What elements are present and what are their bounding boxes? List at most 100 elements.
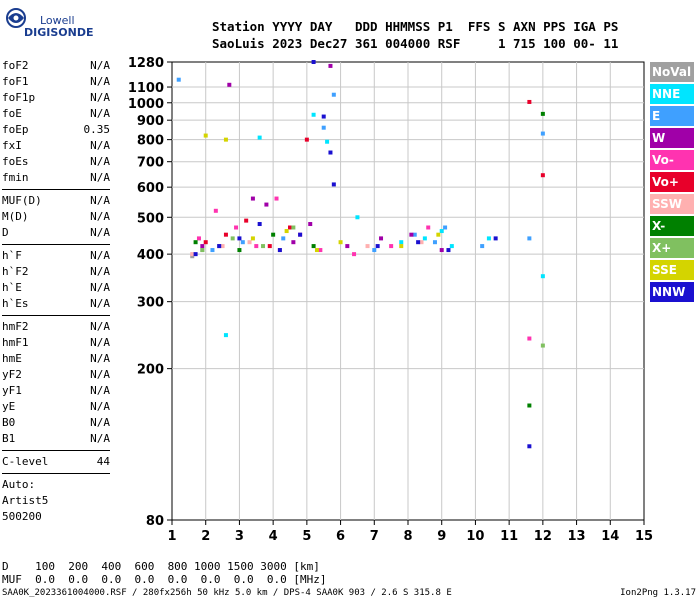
data-point xyxy=(304,137,309,142)
x-tick-label: 5 xyxy=(302,529,311,544)
param-separator xyxy=(2,450,110,451)
data-point xyxy=(223,232,228,237)
param-value: N/A xyxy=(90,400,110,413)
data-point xyxy=(281,236,286,241)
x-tick-label: 2 xyxy=(201,529,210,544)
param-row: foEp 0.35 xyxy=(2,122,112,138)
data-point xyxy=(237,236,242,241)
y-tick-label: 600 xyxy=(137,181,164,196)
data-point xyxy=(288,225,292,230)
param-value: N/A xyxy=(90,155,110,168)
data-point xyxy=(240,240,245,245)
param-row: foF1p N/A xyxy=(2,90,112,106)
param-name: foF1 xyxy=(2,75,29,88)
data-point xyxy=(527,236,532,241)
data-point xyxy=(439,248,444,253)
param-value: 44 xyxy=(96,455,110,468)
header-labels: Station YYYY DAY DDD HHMMSS P1 FFS S AXN… xyxy=(212,19,619,34)
data-point xyxy=(540,274,545,279)
data-point xyxy=(527,444,532,449)
data-point xyxy=(193,240,198,245)
data-point xyxy=(311,112,316,117)
param-name: foEp xyxy=(2,123,29,136)
param-value: N/A xyxy=(90,139,110,152)
data-point xyxy=(540,131,545,136)
data-point xyxy=(365,244,370,249)
data-point xyxy=(230,236,235,241)
data-point xyxy=(412,232,417,237)
param-name: h`F2 xyxy=(2,265,29,278)
data-point xyxy=(264,202,269,207)
param-row: foE N/A xyxy=(2,106,112,122)
logo-text-digisonde: DIGISONDE xyxy=(24,26,94,39)
muf-distance-table: D 100 200 400 600 800 1000 1500 3000 [km… xyxy=(2,560,327,586)
param-value: N/A xyxy=(90,249,110,262)
data-point xyxy=(223,333,228,338)
version-label: Ion2Png 1.3.17 xyxy=(620,588,696,598)
data-point xyxy=(223,137,228,142)
legend-item-nne: NNE xyxy=(650,84,694,104)
param-name: D xyxy=(2,226,9,239)
param-row: hmE N/A xyxy=(2,351,112,367)
param-name: hmF2 xyxy=(2,320,29,333)
param-value: N/A xyxy=(90,320,110,333)
param-row: h`F N/A xyxy=(2,248,112,264)
data-point xyxy=(325,139,330,144)
data-point xyxy=(176,77,181,82)
param-value: N/A xyxy=(90,297,110,310)
data-point xyxy=(237,248,242,253)
data-point xyxy=(321,114,326,119)
data-point xyxy=(190,252,195,257)
x-tick-label: 3 xyxy=(235,529,244,544)
y-tick-label: 800 xyxy=(137,134,164,149)
data-point xyxy=(257,135,262,140)
data-point xyxy=(527,403,532,408)
y-tick-label: 900 xyxy=(137,114,164,129)
param-row: foF2 N/A xyxy=(2,58,112,74)
data-point xyxy=(436,232,441,237)
file-info-footer: SAA0K_2023361004000.RSF / 280fx256h 50 k… xyxy=(2,588,452,598)
data-point xyxy=(416,240,421,245)
param-row: MUF(D) N/A xyxy=(2,193,112,209)
polarization-legend: NoVal NNE E W Vo- Vo+ SSW X- X+ SSE NNW xyxy=(650,62,694,304)
x-tick-label: 7 xyxy=(370,529,379,544)
data-point xyxy=(527,336,532,341)
data-point xyxy=(210,248,215,253)
data-point xyxy=(540,343,545,348)
param-name: B0 xyxy=(2,416,16,429)
param-row: foEs N/A xyxy=(2,154,112,170)
param-name: yE xyxy=(2,400,16,413)
param-name: foF2 xyxy=(2,59,29,72)
data-point xyxy=(439,229,444,234)
data-point xyxy=(284,229,289,234)
data-point xyxy=(338,240,343,245)
param-value: N/A xyxy=(90,265,110,278)
x-tick-label: 15 xyxy=(635,529,653,544)
legend-item-x-: X- xyxy=(650,216,694,236)
data-point xyxy=(345,244,350,249)
param-name: MUF(D) xyxy=(2,194,42,207)
legend-item-e: E xyxy=(650,106,694,126)
param-name: foF1p xyxy=(2,91,36,104)
data-point xyxy=(291,240,296,245)
distance-row: D 100 200 400 600 800 1000 1500 3000 [km… xyxy=(2,560,320,573)
legend-item-vo-: Vo- xyxy=(650,150,694,170)
data-point xyxy=(250,196,255,201)
data-point xyxy=(314,248,319,253)
legend-item-nnw: NNW xyxy=(650,282,694,302)
data-point xyxy=(375,244,380,249)
data-point xyxy=(267,244,272,249)
data-point xyxy=(446,248,451,253)
data-point xyxy=(331,182,336,187)
header-values: SaoLuis 2023 Dec27 361 004000 RSF 1 715 … xyxy=(212,36,619,51)
x-tick-label: 8 xyxy=(403,529,412,544)
param-separator xyxy=(2,244,110,245)
param-row: B0 N/A xyxy=(2,415,112,431)
data-point xyxy=(234,225,239,230)
param-row: M(D) N/A xyxy=(2,209,112,225)
param-value: N/A xyxy=(90,59,110,72)
data-point xyxy=(328,150,333,155)
y-tick-label: 500 xyxy=(137,211,164,226)
data-point xyxy=(419,240,424,245)
param-value: N/A xyxy=(90,171,110,184)
